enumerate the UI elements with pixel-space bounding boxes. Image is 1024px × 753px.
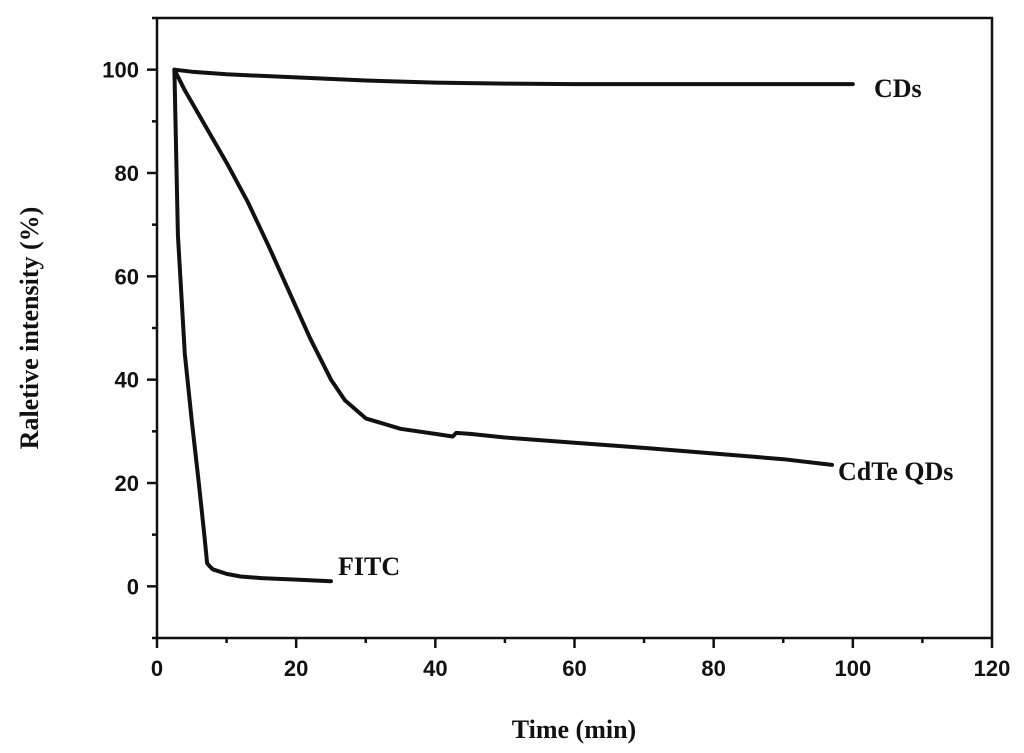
- series-line-cds: [172, 67, 855, 87]
- series-label-fitc: FITC: [338, 552, 400, 581]
- series-lines: [172, 67, 855, 584]
- x-tick-label-0: 0: [151, 656, 163, 681]
- y-tick-label-20: 20: [115, 471, 139, 496]
- tick-marks: [147, 16, 994, 648]
- series-line-fitc: [172, 67, 333, 584]
- series-labels: CDs CdTe QDs FITC: [338, 74, 953, 581]
- y-tick-label-40: 40: [115, 368, 139, 393]
- series-label-cdte-qds: CdTe QDs: [838, 457, 953, 486]
- y-tick-label-60: 60: [115, 264, 139, 289]
- series-line-cdte-qds: [172, 67, 834, 467]
- x-axis-title: Time (min): [512, 715, 636, 744]
- y-axis-title: Raletive intensity (%): [15, 207, 44, 450]
- x-tick-label-100: 100: [834, 656, 871, 681]
- y-tick-label-80: 80: [115, 161, 139, 186]
- y-tick-label-100: 100: [102, 58, 139, 83]
- series-label-cds: CDs: [874, 74, 922, 103]
- x-tick-label-60: 60: [562, 656, 586, 681]
- plot-frame: [155, 16, 994, 640]
- x-tick-label-120: 120: [974, 656, 1011, 681]
- x-tick-label-80: 80: [701, 656, 725, 681]
- plot-frame-group: [155, 16, 994, 640]
- x-tick-label-40: 40: [423, 656, 447, 681]
- x-tick-label-20: 20: [284, 656, 308, 681]
- tick-labels: 0 20 40 60 80 100 120 0 20 40 60 80 100: [102, 58, 1010, 681]
- y-tick-label-0: 0: [127, 574, 139, 599]
